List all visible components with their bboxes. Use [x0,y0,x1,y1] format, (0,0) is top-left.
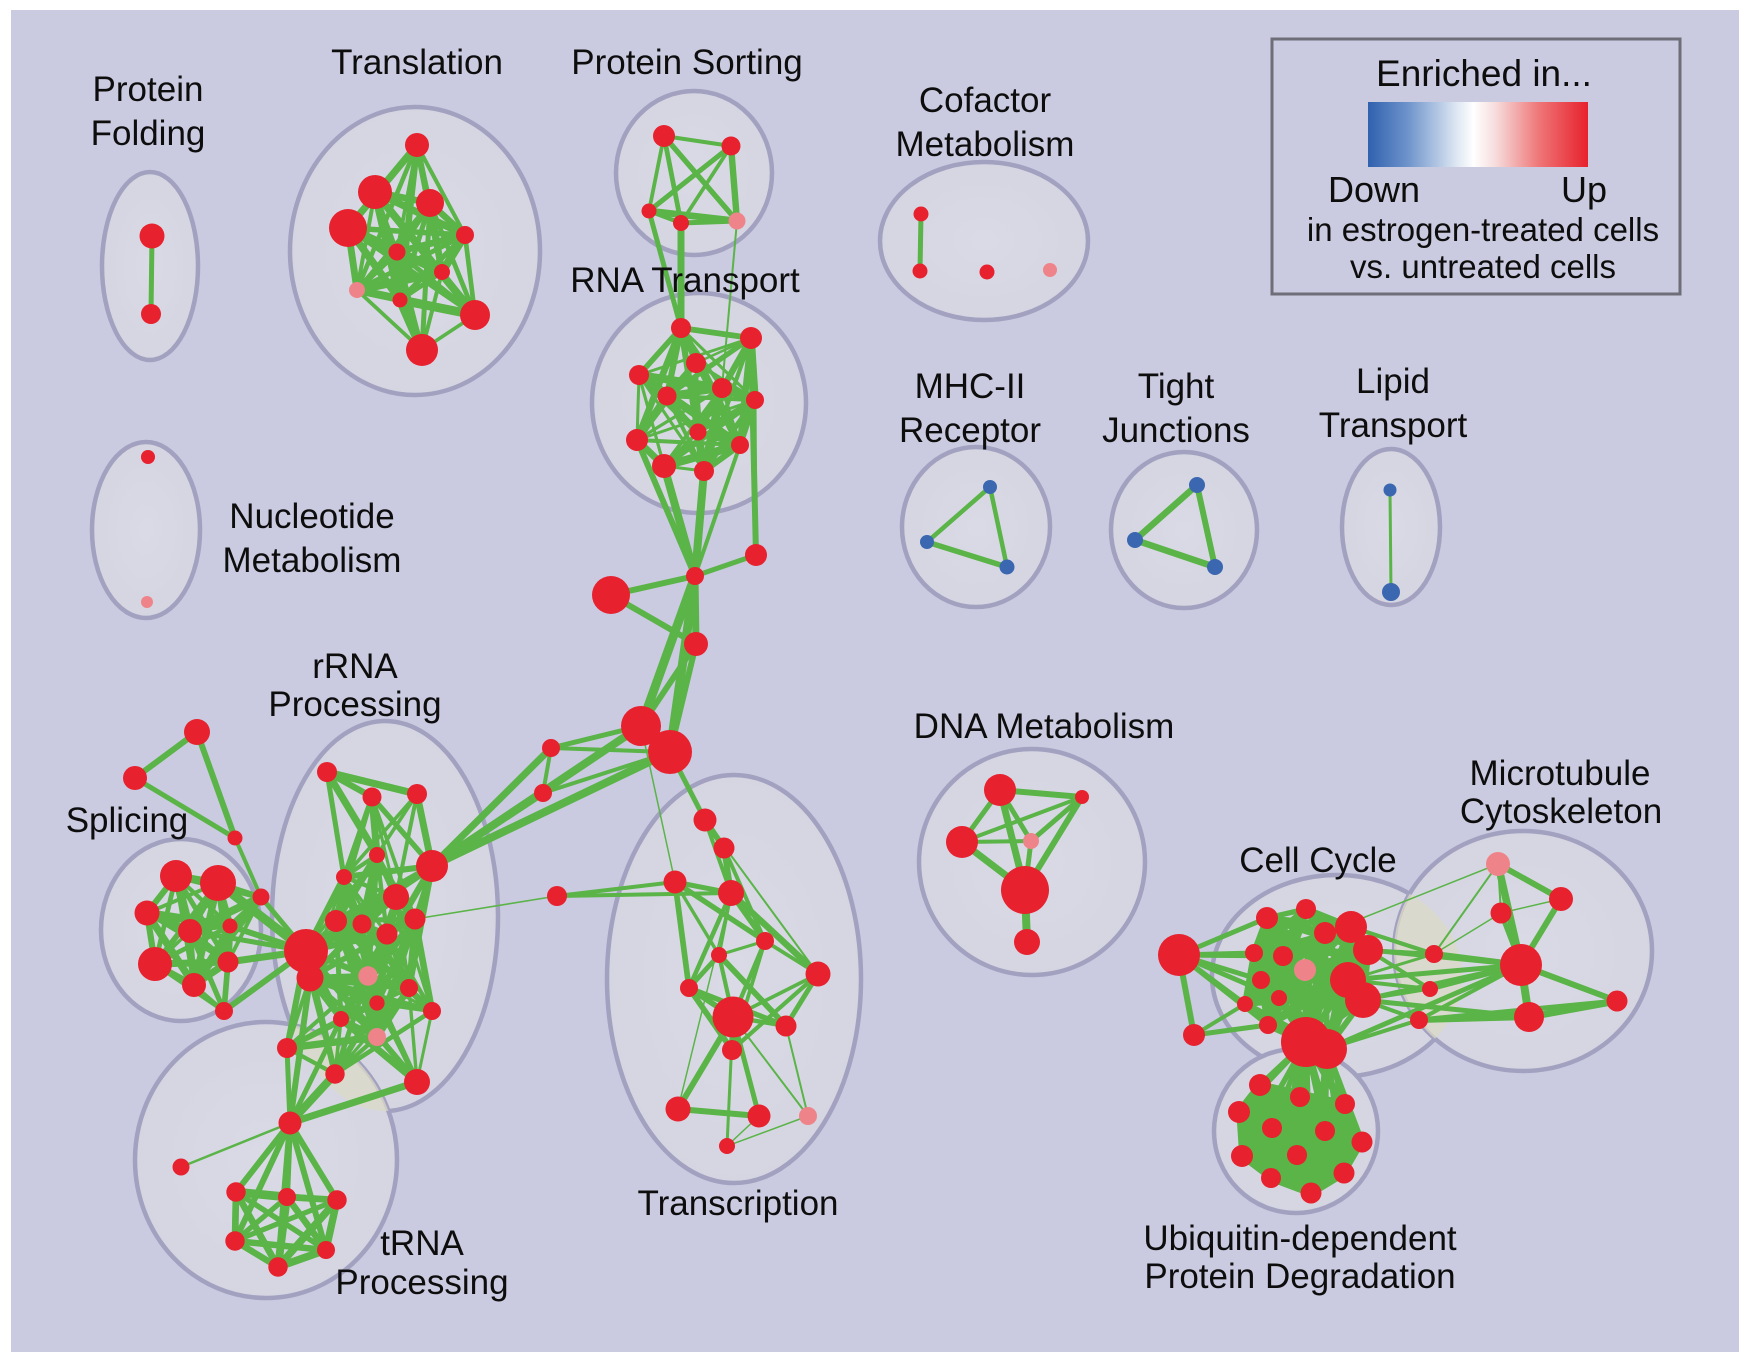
svg-text:Protein: Protein [93,70,204,109]
svg-text:Transcription: Transcription [638,1184,839,1223]
svg-text:Protein Sorting: Protein Sorting [571,43,803,82]
svg-text:Down: Down [1328,169,1420,210]
svg-text:Metabolism: Metabolism [223,541,402,580]
svg-text:MHC-II: MHC-II [915,367,1026,406]
svg-text:Up: Up [1561,169,1607,210]
svg-text:Enriched in...: Enriched in... [1376,53,1592,94]
svg-text:in estrogen-treated cells: in estrogen-treated cells [1307,211,1659,248]
svg-text:Protein Degradation: Protein Degradation [1144,1257,1455,1296]
svg-text:Cytoskeleton: Cytoskeleton [1460,792,1662,831]
svg-text:Processing: Processing [268,685,441,724]
svg-text:Transport: Transport [1319,406,1468,445]
svg-text:vs. untreated cells: vs. untreated cells [1350,248,1616,285]
svg-text:Splicing: Splicing [66,801,189,840]
svg-text:DNA Metabolism: DNA Metabolism [914,707,1175,746]
svg-text:Lipid: Lipid [1356,362,1430,401]
svg-text:Ubiquitin-dependent: Ubiquitin-dependent [1143,1219,1457,1258]
svg-text:Folding: Folding [91,114,206,153]
svg-text:Metabolism: Metabolism [896,125,1075,164]
svg-text:Junctions: Junctions [1102,411,1250,450]
svg-text:Receptor: Receptor [899,411,1041,450]
svg-text:Processing: Processing [335,1263,508,1302]
svg-text:Microtubule: Microtubule [1470,754,1651,793]
svg-text:tRNA: tRNA [380,1224,464,1263]
svg-text:Cell Cycle: Cell Cycle [1239,841,1397,880]
svg-text:Nucleotide: Nucleotide [229,497,394,536]
svg-text:RNA Transport: RNA Transport [570,261,800,300]
svg-text:Cofactor: Cofactor [919,81,1052,120]
svg-text:Translation: Translation [331,43,503,82]
svg-text:rRNA: rRNA [312,647,398,686]
svg-text:Tight: Tight [1138,367,1215,406]
